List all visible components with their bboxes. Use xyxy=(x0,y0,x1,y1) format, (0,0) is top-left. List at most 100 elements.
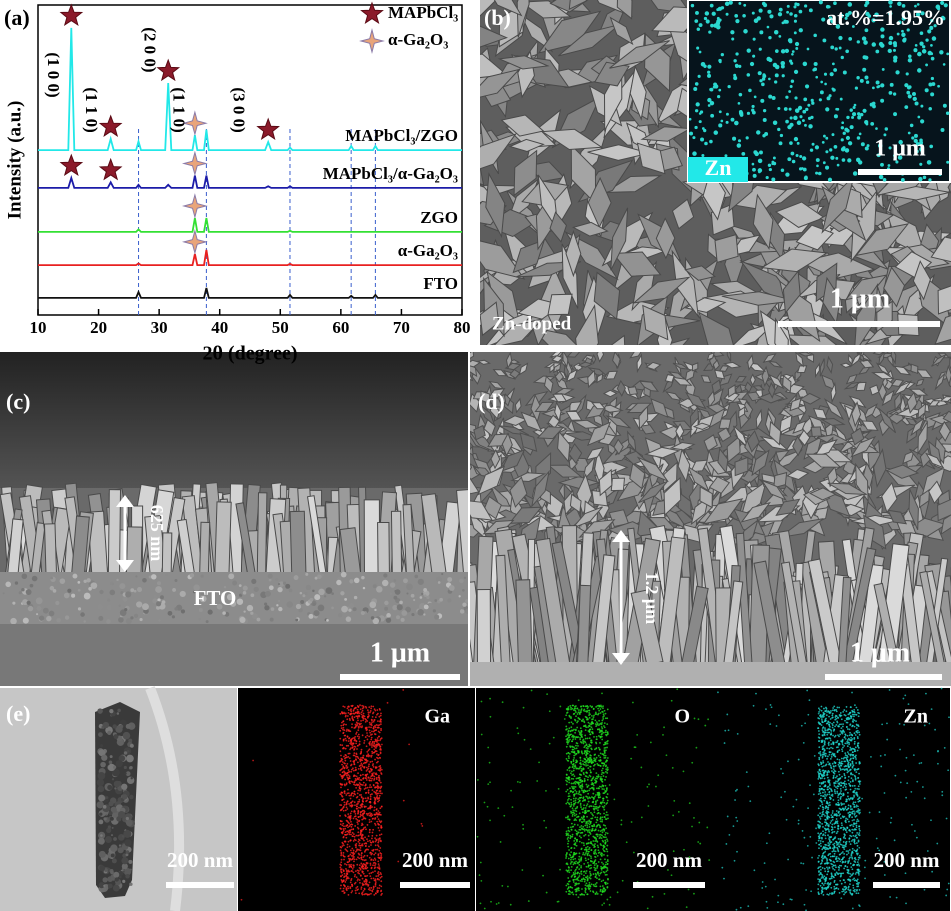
grain xyxy=(514,397,522,414)
eds-dot xyxy=(374,726,377,729)
eds-dot xyxy=(354,766,357,769)
grain xyxy=(596,352,605,363)
grain xyxy=(587,369,596,389)
eds-dot xyxy=(581,827,584,830)
grain xyxy=(563,363,569,381)
fto-grain xyxy=(317,574,322,580)
eds-dot xyxy=(705,19,710,24)
eds-dot xyxy=(365,883,367,886)
eds-dot xyxy=(380,889,383,892)
grain xyxy=(551,355,564,363)
eds-dot xyxy=(707,64,712,69)
eds-dot xyxy=(835,156,839,160)
eds-dot xyxy=(816,164,819,168)
rod-texture xyxy=(123,829,132,838)
eds-dot xyxy=(360,824,363,827)
eds-dot xyxy=(875,127,878,130)
eds-dot xyxy=(780,64,785,69)
eds-dot xyxy=(943,3,948,8)
eds-dot xyxy=(355,858,358,861)
fto-grain xyxy=(124,608,128,612)
eds-dot xyxy=(573,802,575,805)
eds-dot xyxy=(591,728,594,731)
eds-dot xyxy=(342,851,345,854)
eds-dot xyxy=(357,801,359,803)
eds-dot xyxy=(565,816,567,819)
grain xyxy=(480,133,517,170)
eds-dot xyxy=(370,786,373,789)
eds-dot xyxy=(606,766,609,769)
eds-dot xyxy=(757,71,762,76)
grain xyxy=(779,518,824,538)
eds-dot xyxy=(845,12,850,18)
eds-dot xyxy=(865,11,870,17)
grain xyxy=(839,362,853,368)
eds-dot xyxy=(349,839,352,842)
eds-dot xyxy=(897,155,903,160)
eds-dot xyxy=(350,810,353,813)
eds-dot xyxy=(864,28,869,33)
eds-dot xyxy=(363,854,366,857)
eds-dot xyxy=(585,859,587,862)
eds-dot xyxy=(570,858,572,861)
grain xyxy=(927,400,941,407)
eds-dot xyxy=(600,880,603,883)
fto-grain xyxy=(67,588,72,593)
fto-grain xyxy=(42,607,49,614)
eds-dot xyxy=(839,13,844,18)
eds-dot xyxy=(365,745,368,748)
eds-dot xyxy=(606,759,609,762)
eds-dot xyxy=(831,133,835,137)
eds-dot xyxy=(351,867,354,870)
grain xyxy=(669,441,696,451)
fto-grain xyxy=(278,581,285,587)
fto-grain xyxy=(22,599,29,606)
grain xyxy=(919,447,932,469)
eds-dot xyxy=(368,831,371,834)
grain xyxy=(487,388,506,400)
eds-dot xyxy=(365,766,368,769)
rod-texture xyxy=(111,858,117,864)
eds-dot xyxy=(893,43,898,48)
eds-dot xyxy=(374,885,377,887)
eds-dot xyxy=(349,782,351,785)
fto-grain xyxy=(433,614,440,620)
eds-dot xyxy=(345,764,348,767)
eds-dot xyxy=(592,805,595,808)
eds-dot xyxy=(344,747,347,750)
eds-dot xyxy=(578,855,581,858)
grain xyxy=(702,498,744,525)
eds-dot xyxy=(573,765,576,768)
grain xyxy=(605,370,618,380)
rod-texture xyxy=(112,884,120,892)
eds-dot xyxy=(350,865,352,868)
eds-dot xyxy=(730,117,735,122)
grain xyxy=(629,352,642,359)
eds-dot xyxy=(823,72,828,76)
grain xyxy=(917,402,927,420)
eds-dot xyxy=(945,111,950,116)
eds-dot xyxy=(713,130,719,135)
eds-dot xyxy=(375,773,378,776)
grain xyxy=(726,352,732,362)
eds-dot xyxy=(347,861,349,864)
eds-dot xyxy=(340,851,343,854)
eds-dot xyxy=(905,72,909,76)
eds-dot xyxy=(362,867,364,870)
rod-texture xyxy=(128,738,133,743)
eds-dot xyxy=(751,104,755,109)
grain xyxy=(488,397,503,408)
eds-dot xyxy=(596,835,599,838)
eds-dot xyxy=(799,155,803,159)
eds-dot xyxy=(341,744,344,747)
rod-texture xyxy=(110,806,117,813)
eds-dot xyxy=(373,740,376,743)
eds-dot xyxy=(600,769,603,772)
eds-dot xyxy=(752,167,756,172)
eds-dot xyxy=(346,762,349,765)
eds-dot xyxy=(597,707,600,710)
eds-dot xyxy=(802,61,808,67)
eds-dot xyxy=(371,721,373,724)
eds-dot xyxy=(586,824,589,827)
eds-dot xyxy=(589,864,592,867)
